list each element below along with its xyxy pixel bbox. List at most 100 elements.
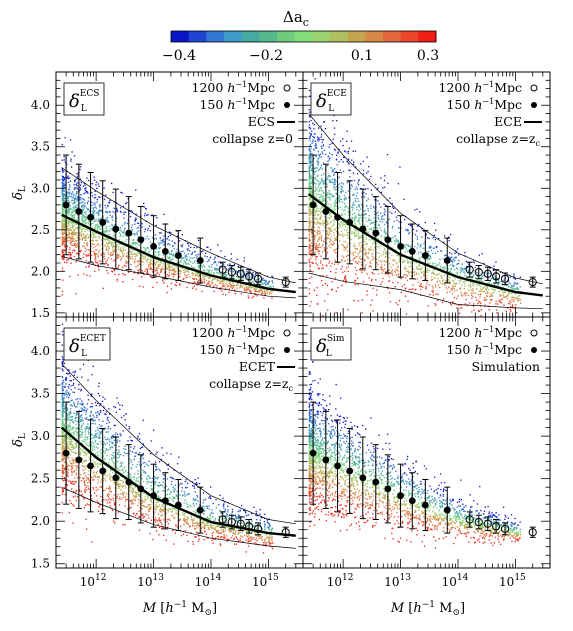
halo-point bbox=[313, 226, 315, 228]
halo-point bbox=[407, 262, 410, 264]
halo-point bbox=[449, 270, 452, 273]
halo-point bbox=[111, 270, 113, 272]
halo-point bbox=[154, 234, 157, 236]
halo-point bbox=[173, 253, 175, 255]
halo-point bbox=[410, 275, 413, 277]
halo-point bbox=[83, 242, 85, 244]
halo-point bbox=[166, 255, 168, 257]
halo-point bbox=[171, 240, 173, 242]
halo-point bbox=[100, 209, 102, 211]
halo-point bbox=[388, 269, 390, 272]
halo-point bbox=[441, 277, 443, 279]
halo-point bbox=[219, 288, 221, 290]
halo-point bbox=[131, 230, 133, 232]
halo-point bbox=[377, 217, 379, 219]
halo-point bbox=[61, 215, 63, 218]
halo-point bbox=[308, 169, 310, 172]
halo-point bbox=[317, 214, 319, 217]
halo-point bbox=[478, 280, 481, 283]
halo-point bbox=[334, 199, 337, 201]
halo-point bbox=[310, 175, 312, 177]
halo-point bbox=[326, 200, 328, 203]
halo-point bbox=[163, 261, 166, 263]
halo-point bbox=[175, 273, 177, 275]
halo-point bbox=[352, 202, 355, 204]
halo-point bbox=[193, 273, 195, 275]
halo-point bbox=[62, 171, 64, 173]
halo-point bbox=[333, 202, 335, 205]
halo-point bbox=[196, 247, 198, 249]
halo-point bbox=[76, 199, 78, 201]
halo-point bbox=[215, 261, 217, 263]
halo-point bbox=[508, 282, 510, 284]
halo-point bbox=[219, 265, 221, 267]
halo-point bbox=[69, 236, 72, 238]
halo-point bbox=[73, 249, 75, 251]
halo-point bbox=[196, 272, 198, 274]
halo-point bbox=[320, 238, 323, 240]
halo-point bbox=[92, 244, 95, 246]
halo-point bbox=[442, 283, 444, 285]
halo-point bbox=[313, 235, 315, 237]
halo-point bbox=[222, 281, 224, 283]
halo-point bbox=[79, 226, 81, 228]
halo-point bbox=[472, 285, 474, 287]
halo-point bbox=[87, 229, 89, 231]
halo-point bbox=[126, 239, 128, 241]
halo-point bbox=[122, 281, 124, 283]
halo-point bbox=[71, 251, 74, 254]
halo-point bbox=[321, 196, 324, 198]
halo-point bbox=[482, 277, 484, 279]
halo-point bbox=[70, 160, 72, 162]
halo-point bbox=[191, 253, 193, 255]
halo-point bbox=[380, 212, 382, 214]
halo-point bbox=[101, 225, 103, 228]
halo-point bbox=[329, 206, 332, 208]
halo-point bbox=[359, 269, 361, 271]
halo-point bbox=[134, 258, 137, 260]
halo-point bbox=[82, 256, 84, 258]
data-point bbox=[150, 243, 157, 250]
halo-point bbox=[138, 227, 140, 229]
halo-point bbox=[68, 229, 70, 231]
halo-point bbox=[187, 242, 189, 244]
halo-point bbox=[339, 196, 341, 198]
halo-point bbox=[346, 229, 348, 232]
halo-point bbox=[448, 276, 450, 279]
halo-point bbox=[247, 286, 249, 289]
halo-point bbox=[63, 241, 65, 243]
halo-point bbox=[77, 204, 79, 206]
halo-point bbox=[235, 273, 237, 275]
halo-point bbox=[80, 181, 82, 184]
halo-point bbox=[314, 182, 316, 184]
halo-point bbox=[203, 278, 205, 281]
halo-point bbox=[246, 287, 248, 289]
halo-point bbox=[63, 231, 65, 233]
halo-point bbox=[423, 243, 425, 245]
halo-point bbox=[104, 244, 107, 246]
halo-point bbox=[95, 207, 98, 209]
halo-point bbox=[449, 257, 451, 259]
halo-point bbox=[72, 222, 74, 224]
halo-point bbox=[105, 210, 107, 212]
halo-point bbox=[64, 182, 66, 184]
halo-point bbox=[316, 249, 318, 251]
halo-point bbox=[432, 272, 434, 274]
halo-point bbox=[98, 196, 100, 198]
halo-point bbox=[308, 205, 311, 207]
halo-point bbox=[333, 127, 336, 129]
halo-point bbox=[114, 241, 116, 243]
halo-point bbox=[340, 185, 342, 187]
halo-point bbox=[475, 284, 477, 286]
halo-point bbox=[321, 267, 323, 270]
halo-point bbox=[272, 286, 274, 288]
halo-point bbox=[83, 273, 85, 275]
halo-point bbox=[485, 272, 487, 274]
halo-point bbox=[502, 290, 504, 292]
halo-point bbox=[154, 261, 156, 263]
axis-ticks bbox=[55, 72, 304, 317]
halo-point bbox=[73, 238, 75, 240]
halo-point bbox=[477, 284, 479, 286]
halo-point bbox=[511, 305, 514, 307]
